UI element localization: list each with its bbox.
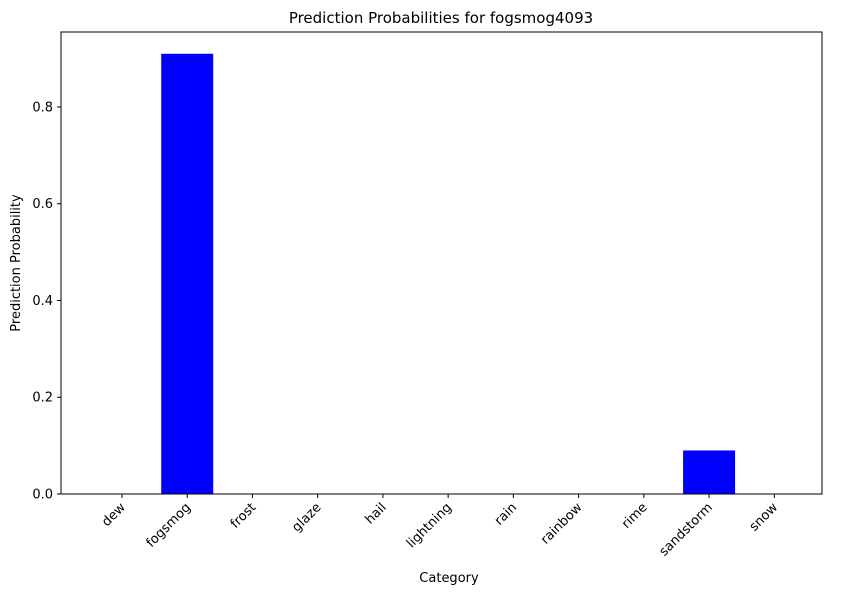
- y-tick-label: 0.6: [32, 197, 53, 212]
- x-tick-label: hail: [363, 500, 390, 527]
- x-tick-label: dew: [99, 500, 129, 530]
- y-tick-label: 0.0: [32, 488, 53, 503]
- x-tick-label: rime: [619, 500, 651, 532]
- x-tick-label: fogsmog: [144, 500, 195, 551]
- chart-title: Prediction Probabilities for fogsmog4093: [289, 9, 593, 27]
- x-axis-label: Category: [419, 571, 479, 586]
- x-tick-label: glaze: [289, 500, 324, 535]
- x-tick-label: rainbow: [538, 500, 586, 548]
- x-tick-label: sandstorm: [657, 500, 716, 559]
- y-axis-label: Prediction Probability: [9, 194, 24, 332]
- x-tick-label: lightning: [404, 500, 455, 551]
- bars-group: [161, 53, 736, 495]
- y-tick-label: 0.2: [32, 391, 53, 406]
- bar-fogsmog: [161, 53, 214, 495]
- y-tick-label: 0.8: [32, 100, 53, 115]
- bar-sandstorm: [683, 450, 736, 494]
- x-tick-label: rain: [492, 500, 520, 528]
- plot-area-frame: [60, 31, 823, 495]
- x-tick-label: snow: [747, 500, 782, 535]
- y-tick-label: 0.4: [32, 294, 53, 309]
- x-tick-label: frost: [228, 500, 259, 531]
- y-axis-ticks: 0.0 0.2 0.4 0.6 0.8: [32, 100, 61, 503]
- x-axis-ticks: dew fogsmog frost glaze hail lightning rain rai…: [99, 494, 781, 560]
